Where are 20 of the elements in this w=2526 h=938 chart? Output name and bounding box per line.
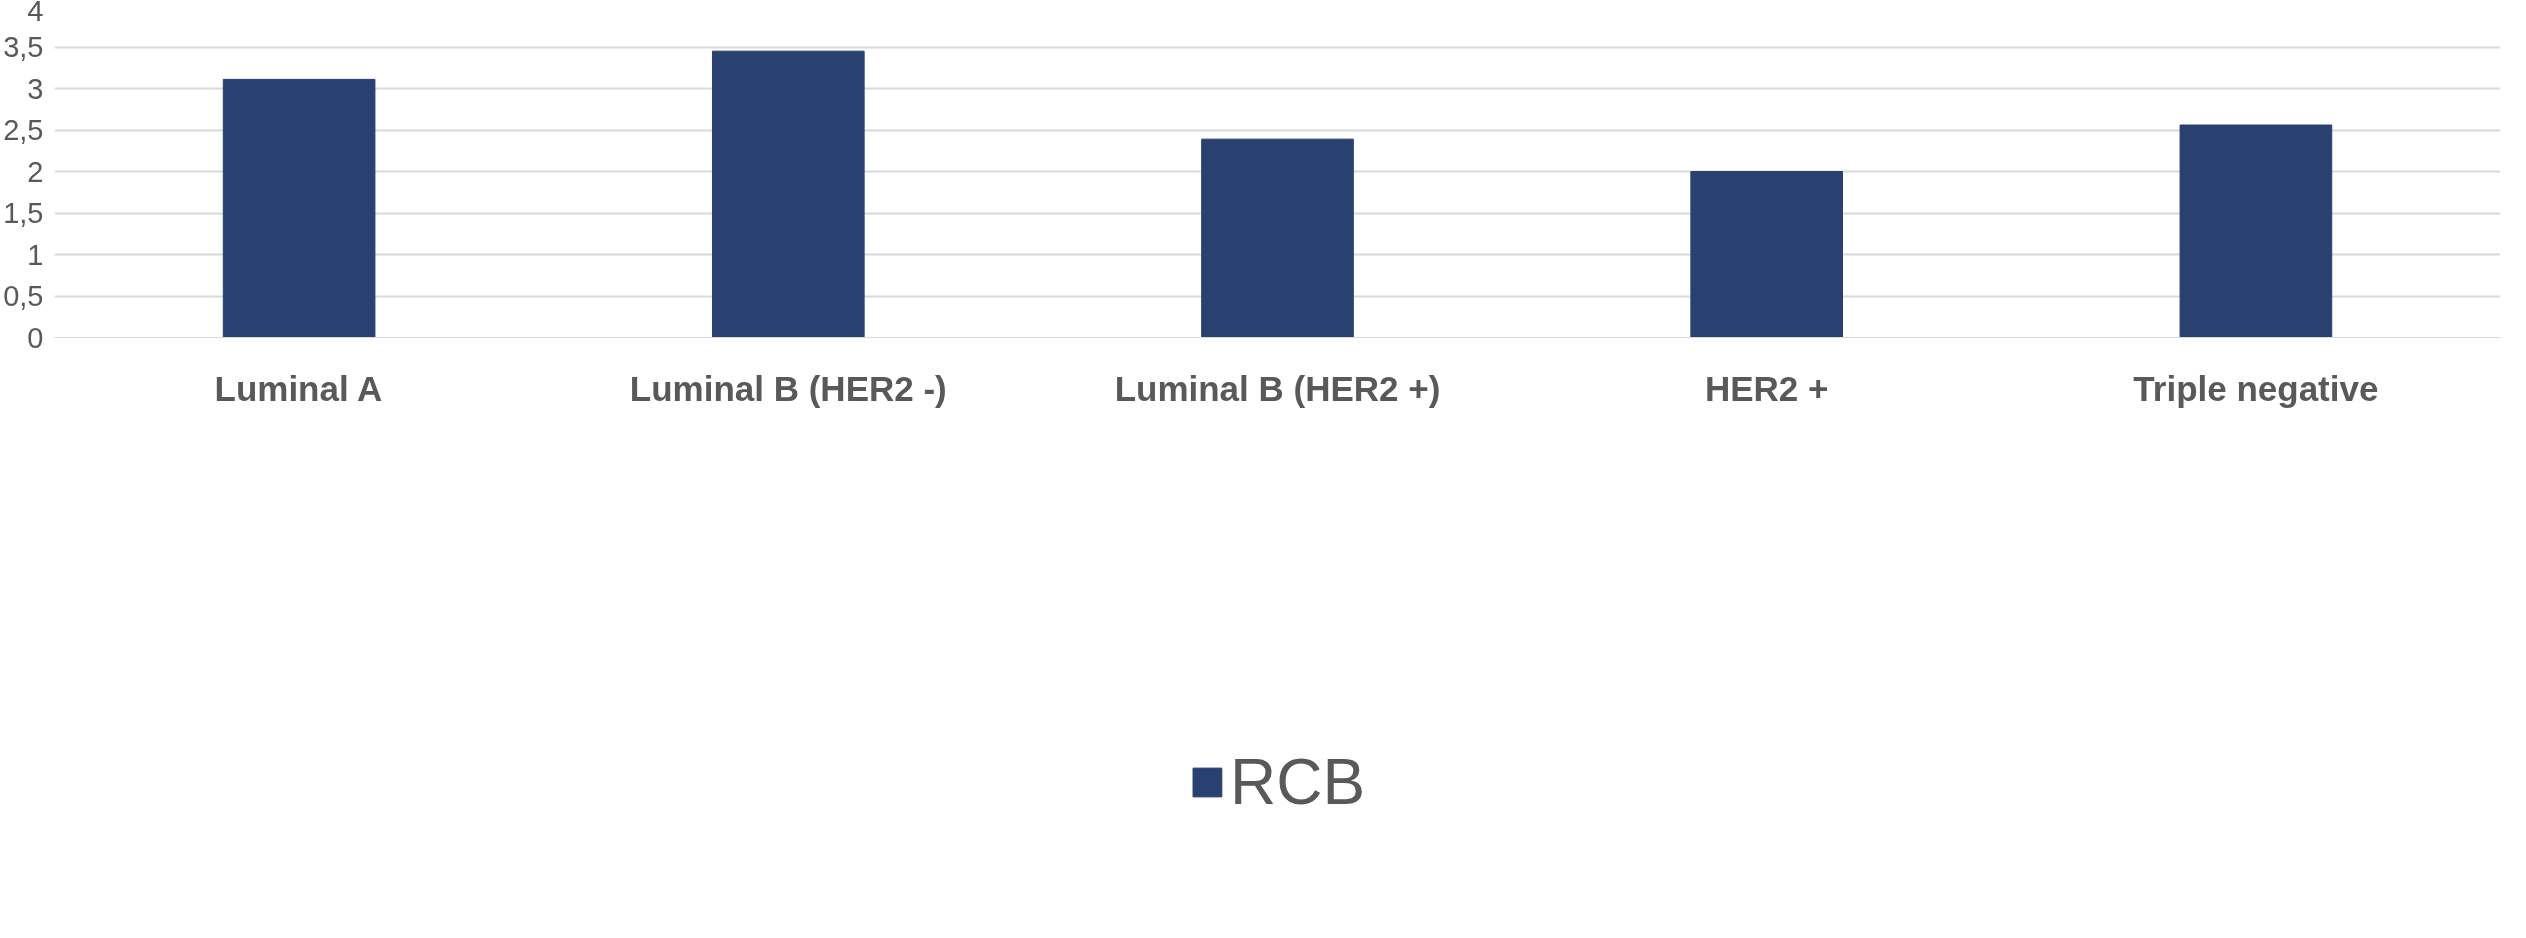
bar	[1690, 171, 1844, 338]
y-tick-label: 2,5	[3, 114, 44, 146]
x-tick-label: Triple negative	[2133, 368, 2379, 408]
bar	[222, 78, 376, 338]
x-tick-label: Luminal B (HER2 -)	[629, 368, 947, 408]
y-tick-label: 1	[27, 238, 44, 271]
x-tick-label: HER2 +	[1704, 368, 1829, 408]
y-tick-label: 0	[27, 321, 44, 354]
y-tick-label: 0,5	[3, 280, 44, 312]
x-tick-label: Luminal A	[214, 368, 383, 408]
y-tick-label: 3	[27, 72, 44, 105]
y-tick-label: 2	[27, 155, 44, 188]
bar	[1201, 138, 1354, 338]
x-tick-label: Luminal B (HER2 +)	[1114, 368, 1441, 408]
bar	[2179, 124, 2333, 338]
y-tick-label: 4	[27, 0, 44, 27]
y-tick-label: 3,5	[3, 31, 44, 63]
y-tick-label: 1,5	[3, 197, 44, 229]
legend-label: RCB	[1229, 744, 1366, 819]
bar	[711, 50, 865, 338]
